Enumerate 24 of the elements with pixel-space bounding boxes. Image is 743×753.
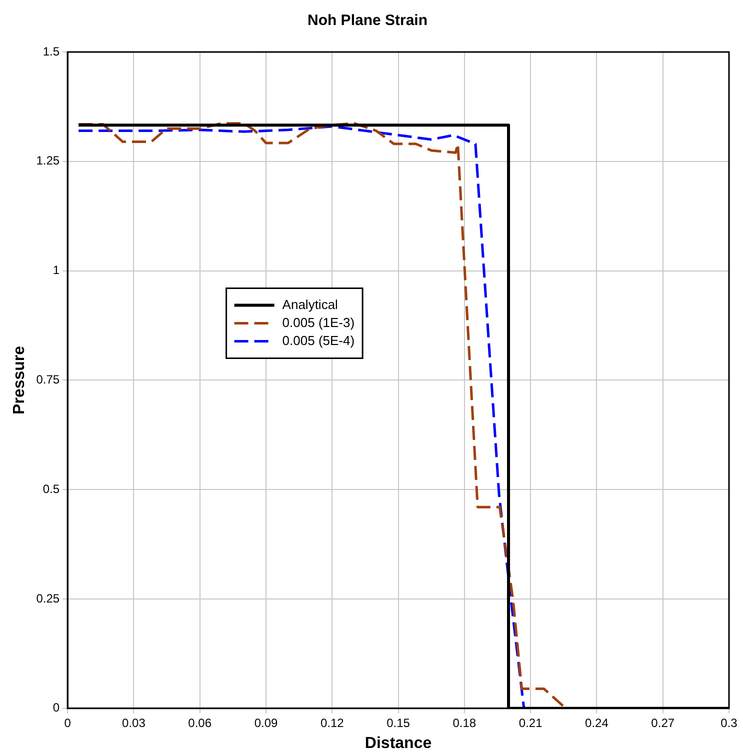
y-tick-label: 0.75 — [36, 372, 60, 387]
y-tick-label: 1.5 — [42, 44, 60, 58]
x-tick-label: 0.12 — [320, 716, 344, 730]
x-tick-label: 0.3 — [720, 716, 738, 730]
x-tick-label: 0.18 — [452, 716, 476, 730]
x-tick-label: 0.09 — [254, 716, 278, 730]
x-tick-label: 0.24 — [585, 716, 609, 730]
chart-title: Noh Plane Strain — [307, 12, 428, 30]
x-axis-title: Distance — [364, 734, 432, 752]
x-tick-label: 0 — [64, 716, 72, 730]
x-tick-label: 0.03 — [122, 716, 146, 730]
y-tick-label: 1 — [52, 263, 60, 278]
legend-label: 0.005 (1E-3) — [282, 314, 355, 330]
legend-label: Analytical — [282, 296, 338, 312]
legend-label: 0.005 (5E-4) — [282, 332, 355, 348]
x-tick-label: 0.27 — [651, 716, 675, 730]
y-tick-label: 0.5 — [42, 482, 60, 496]
y-tick-label: 1.25 — [36, 154, 60, 168]
x-tick-label: 0.21 — [518, 716, 543, 730]
y-axis-title: Pressure — [11, 346, 28, 414]
x-tick-label: 0.06 — [188, 716, 212, 730]
x-tick-label: 0.15 — [386, 716, 410, 730]
y-tick-label: 0 — [52, 700, 60, 715]
y-tick-label: 0.25 — [36, 591, 60, 606]
